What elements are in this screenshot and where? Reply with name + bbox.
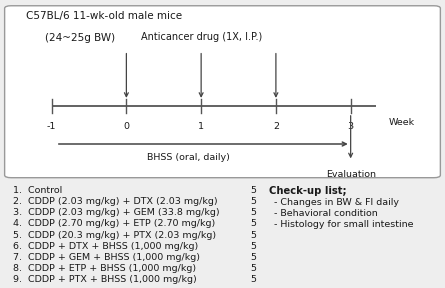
Text: 2: 2: [273, 122, 279, 130]
Text: 1.  Control: 1. Control: [13, 186, 62, 195]
Text: BHSS (oral, daily): BHSS (oral, daily): [147, 153, 230, 162]
Text: 0: 0: [123, 122, 129, 130]
Text: 1: 1: [198, 122, 204, 130]
Text: 8.  CDDP + ETP + BHSS (1,000 mg/kg): 8. CDDP + ETP + BHSS (1,000 mg/kg): [13, 264, 196, 273]
Text: 9.  CDDP + PTX + BHSS (1,000 mg/kg): 9. CDDP + PTX + BHSS (1,000 mg/kg): [13, 275, 197, 285]
Text: 3: 3: [348, 122, 354, 130]
Text: 5: 5: [250, 264, 256, 273]
Text: 5: 5: [250, 231, 256, 240]
Text: 4.  CDDP (2.70 mg/kg) + ETP (2.70 mg/kg): 4. CDDP (2.70 mg/kg) + ETP (2.70 mg/kg): [13, 219, 215, 228]
Text: 5: 5: [250, 197, 256, 206]
Text: C57BL/6 11-wk-old male mice: C57BL/6 11-wk-old male mice: [26, 11, 182, 21]
Text: - Changes in BW & FI daily: - Changes in BW & FI daily: [274, 198, 399, 207]
Text: - Behavioral condition: - Behavioral condition: [274, 209, 377, 218]
Text: Anticancer drug (1X, I.P.): Anticancer drug (1X, I.P.): [141, 32, 262, 42]
Text: 5: 5: [250, 186, 256, 195]
Text: -1: -1: [47, 122, 57, 130]
Text: 5: 5: [250, 253, 256, 262]
Text: 5.  CDDP (20.3 mg/kg) + PTX (2.03 mg/kg): 5. CDDP (20.3 mg/kg) + PTX (2.03 mg/kg): [13, 231, 216, 240]
Text: 7.  CDDP + GEM + BHSS (1,000 mg/kg): 7. CDDP + GEM + BHSS (1,000 mg/kg): [13, 253, 200, 262]
Text: 5: 5: [250, 242, 256, 251]
Text: 6.  CDDP + DTX + BHSS (1,000 mg/kg): 6. CDDP + DTX + BHSS (1,000 mg/kg): [13, 242, 198, 251]
Text: 5: 5: [250, 208, 256, 217]
Text: 2.  CDDP (2.03 mg/kg) + DTX (2.03 mg/kg): 2. CDDP (2.03 mg/kg) + DTX (2.03 mg/kg): [13, 197, 218, 206]
Text: 3.  CDDP (2.03 mg/kg) + GEM (33.8 mg/kg): 3. CDDP (2.03 mg/kg) + GEM (33.8 mg/kg): [13, 208, 220, 217]
Text: - Histology for small intestine: - Histology for small intestine: [274, 220, 413, 230]
Text: Check-up list;: Check-up list;: [270, 186, 347, 196]
Text: (24~25g BW): (24~25g BW): [45, 33, 115, 43]
Text: 5: 5: [250, 219, 256, 228]
Text: Evaluation: Evaluation: [326, 170, 376, 179]
Text: Week: Week: [389, 118, 415, 127]
Text: 5: 5: [250, 275, 256, 285]
FancyBboxPatch shape: [4, 6, 441, 178]
